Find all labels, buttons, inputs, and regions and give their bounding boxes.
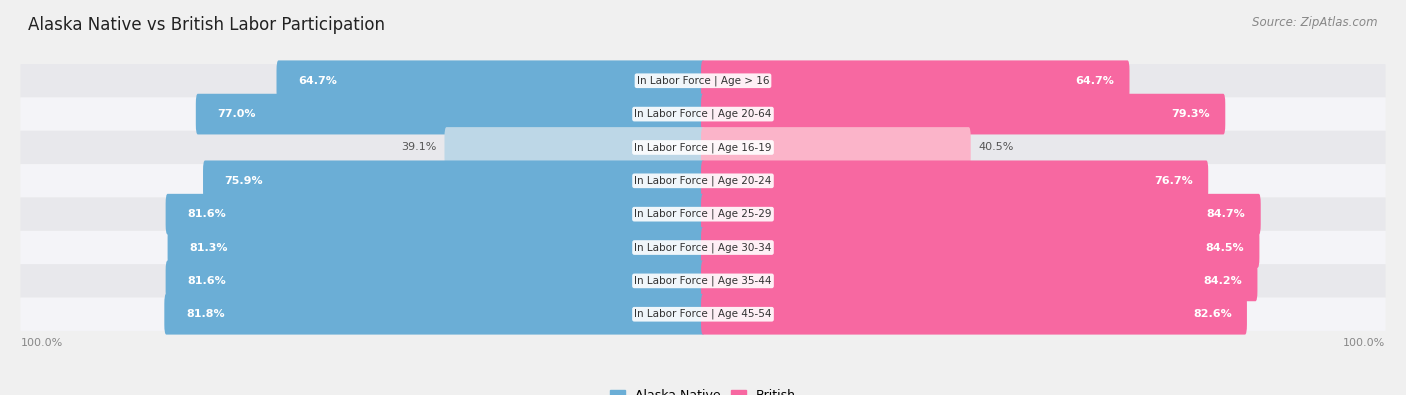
FancyBboxPatch shape [202, 160, 704, 201]
FancyBboxPatch shape [444, 127, 704, 168]
FancyBboxPatch shape [167, 227, 704, 268]
Text: 77.0%: 77.0% [218, 109, 256, 119]
Text: 81.8%: 81.8% [186, 309, 225, 319]
Text: 84.5%: 84.5% [1206, 243, 1244, 252]
Text: 40.5%: 40.5% [979, 143, 1014, 152]
Text: 100.0%: 100.0% [1343, 338, 1385, 348]
FancyBboxPatch shape [702, 194, 1261, 235]
FancyBboxPatch shape [21, 198, 1385, 231]
Text: Alaska Native vs British Labor Participation: Alaska Native vs British Labor Participa… [28, 16, 385, 34]
Text: In Labor Force | Age 45-54: In Labor Force | Age 45-54 [634, 309, 772, 320]
Legend: Alaska Native, British: Alaska Native, British [605, 384, 801, 395]
FancyBboxPatch shape [702, 261, 1257, 301]
Text: 39.1%: 39.1% [401, 143, 437, 152]
Text: 100.0%: 100.0% [21, 338, 63, 348]
FancyBboxPatch shape [195, 94, 704, 134]
FancyBboxPatch shape [166, 194, 704, 235]
FancyBboxPatch shape [702, 127, 970, 168]
Text: 81.3%: 81.3% [190, 243, 228, 252]
FancyBboxPatch shape [21, 64, 1385, 98]
Text: 84.7%: 84.7% [1206, 209, 1246, 219]
FancyBboxPatch shape [277, 60, 704, 101]
FancyBboxPatch shape [702, 60, 1129, 101]
Text: 75.9%: 75.9% [225, 176, 263, 186]
Text: In Labor Force | Age 35-44: In Labor Force | Age 35-44 [634, 276, 772, 286]
Text: 64.7%: 64.7% [298, 76, 337, 86]
FancyBboxPatch shape [702, 94, 1225, 134]
FancyBboxPatch shape [702, 227, 1260, 268]
FancyBboxPatch shape [21, 297, 1385, 331]
FancyBboxPatch shape [166, 261, 704, 301]
Text: 76.7%: 76.7% [1154, 176, 1194, 186]
FancyBboxPatch shape [21, 164, 1385, 198]
Text: In Labor Force | Age 25-29: In Labor Force | Age 25-29 [634, 209, 772, 220]
FancyBboxPatch shape [21, 98, 1385, 131]
Text: 81.6%: 81.6% [187, 276, 226, 286]
Text: In Labor Force | Age 30-34: In Labor Force | Age 30-34 [634, 242, 772, 253]
FancyBboxPatch shape [21, 264, 1385, 297]
Text: In Labor Force | Age 16-19: In Labor Force | Age 16-19 [634, 142, 772, 153]
Text: Source: ZipAtlas.com: Source: ZipAtlas.com [1253, 16, 1378, 29]
FancyBboxPatch shape [21, 231, 1385, 264]
Text: 79.3%: 79.3% [1171, 109, 1211, 119]
FancyBboxPatch shape [702, 160, 1208, 201]
Text: 81.6%: 81.6% [187, 209, 226, 219]
FancyBboxPatch shape [21, 131, 1385, 164]
Text: In Labor Force | Age 20-64: In Labor Force | Age 20-64 [634, 109, 772, 119]
FancyBboxPatch shape [165, 294, 704, 335]
Text: In Labor Force | Age 20-24: In Labor Force | Age 20-24 [634, 175, 772, 186]
FancyBboxPatch shape [702, 294, 1247, 335]
Text: In Labor Force | Age > 16: In Labor Force | Age > 16 [637, 75, 769, 86]
Text: 84.2%: 84.2% [1204, 276, 1243, 286]
Text: 82.6%: 82.6% [1194, 309, 1232, 319]
Text: 64.7%: 64.7% [1076, 76, 1115, 86]
